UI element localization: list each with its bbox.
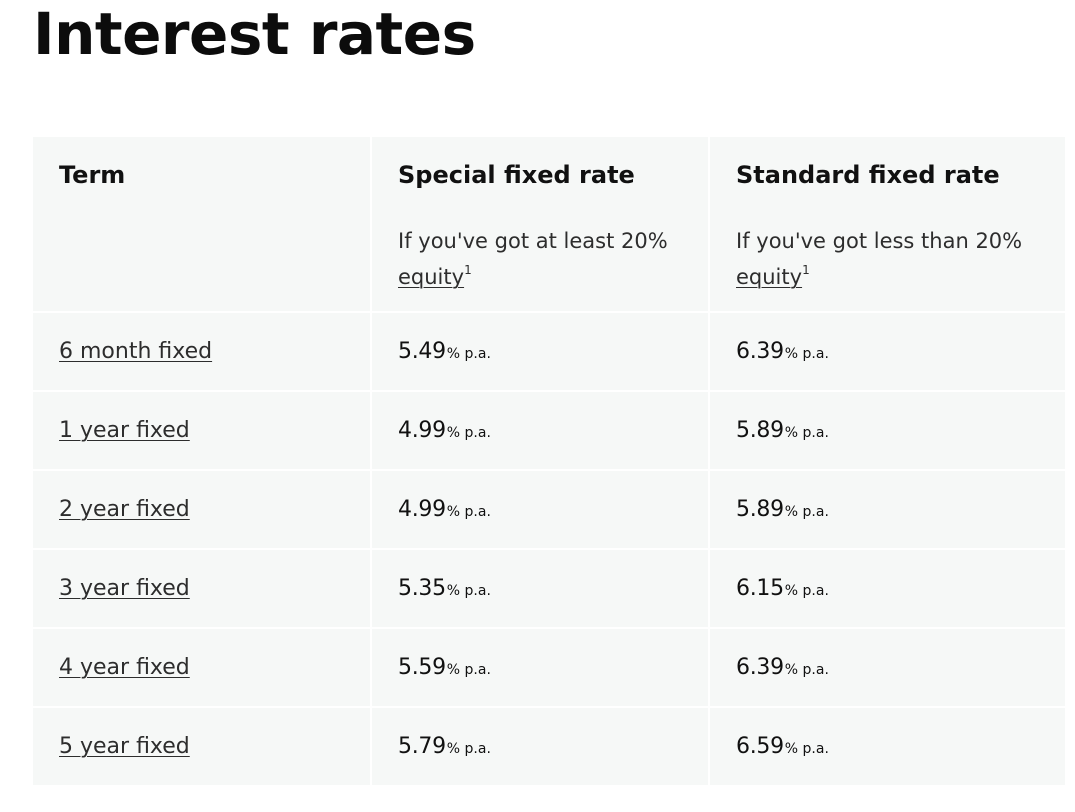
rate-unit: % p.a. (784, 425, 829, 441)
term-cell: 6 month fixed (33, 311, 372, 392)
term-link-2-year[interactable]: 2 year fixed (59, 497, 190, 522)
rate-value: 5.89 (736, 497, 784, 522)
standard-rate-cell: 6.59% p.a. (708, 706, 1065, 787)
standard-rate-cell: 6.39% p.a. (708, 627, 1065, 708)
term-cell: 2 year fixed (33, 469, 372, 550)
standard-rate-cell: 6.39% p.a. (708, 311, 1065, 392)
rate-value: 5.89 (736, 418, 784, 443)
rate-unit: % p.a. (784, 346, 829, 362)
footnote-marker-standard: 1 (802, 263, 810, 277)
special-rate-note: If you've got at least 20% equity1 (398, 223, 688, 295)
table-row: 3 year fixed 5.35% p.a. 6.15% p.a. (33, 548, 1065, 629)
rate-unit: % p.a. (784, 662, 829, 678)
rate-unit: % p.a. (784, 741, 829, 757)
term-link-1-year[interactable]: 1 year fixed (59, 418, 190, 443)
rate-value: 5.49 (398, 339, 446, 364)
special-rate-cell: 5.79% p.a. (370, 706, 710, 787)
header-term: Term (33, 135, 372, 313)
table-body: 6 month fixed 5.49% p.a. 6.39% p.a. 1 ye… (33, 311, 1065, 787)
special-rate-cell: 5.35% p.a. (370, 548, 710, 629)
special-rate-cell: 4.99% p.a. (370, 469, 710, 550)
special-rate-cell: 5.49% p.a. (370, 311, 710, 392)
page-title: Interest rates (33, 0, 476, 68)
table-header: Term Special fixed rate If you've got at… (33, 135, 1065, 313)
standard-rate-note: If you've got less than 20% equity1 (736, 223, 1026, 295)
term-cell: 1 year fixed (33, 390, 372, 471)
table-row: 4 year fixed 5.59% p.a. 6.39% p.a. (33, 627, 1065, 708)
term-cell: 3 year fixed (33, 548, 372, 629)
rate-value: 6.59 (736, 734, 784, 759)
table-row: 6 month fixed 5.49% p.a. 6.39% p.a. (33, 311, 1065, 392)
standard-rate-note-text: If you've got less than 20% (736, 229, 1023, 253)
rate-unit: % p.a. (446, 504, 491, 520)
table-row: 2 year fixed 4.99% p.a. 5.89% p.a. (33, 469, 1065, 550)
column-heading-term: Term (59, 161, 126, 189)
standard-rate-cell: 6.15% p.a. (708, 548, 1065, 629)
rate-unit: % p.a. (446, 346, 491, 362)
rate-unit: % p.a. (784, 583, 829, 599)
column-heading-special-fixed-rate: Special fixed rate (398, 161, 635, 189)
term-cell: 5 year fixed (33, 706, 372, 787)
rate-unit: % p.a. (784, 504, 829, 520)
rate-unit: % p.a. (446, 425, 491, 441)
interest-rates-table: Term Special fixed rate If you've got at… (33, 135, 1065, 787)
table-row: 5 year fixed 5.79% p.a. 6.59% p.a. (33, 706, 1065, 787)
rate-value: 6.39 (736, 339, 784, 364)
term-cell: 4 year fixed (33, 627, 372, 708)
standard-rate-cell: 5.89% p.a. (708, 390, 1065, 471)
rate-value: 4.99 (398, 497, 446, 522)
term-link-6-month[interactable]: 6 month fixed (59, 339, 213, 364)
rate-value: 6.15 (736, 576, 784, 601)
header-special-fixed-rate: Special fixed rate If you've got at leas… (370, 135, 710, 313)
term-link-5-year[interactable]: 5 year fixed (59, 734, 190, 759)
standard-rate-cell: 5.89% p.a. (708, 469, 1065, 550)
special-rate-note-text: If you've got at least 20% (398, 229, 668, 253)
footnote-marker-special: 1 (464, 263, 472, 277)
header-row: Term Special fixed rate If you've got at… (33, 135, 1065, 313)
rate-unit: % p.a. (446, 583, 491, 599)
term-link-3-year[interactable]: 3 year fixed (59, 576, 190, 601)
rate-value: 5.79 (398, 734, 446, 759)
rate-value: 5.59 (398, 655, 446, 680)
special-rate-cell: 4.99% p.a. (370, 390, 710, 471)
rate-value: 4.99 (398, 418, 446, 443)
equity-link-standard[interactable]: equity (736, 265, 803, 289)
equity-link-special[interactable]: equity (398, 265, 465, 289)
term-link-4-year[interactable]: 4 year fixed (59, 655, 190, 680)
column-heading-standard-fixed-rate: Standard fixed rate (736, 161, 1000, 189)
special-rate-cell: 5.59% p.a. (370, 627, 710, 708)
header-standard-fixed-rate: Standard fixed rate If you've got less t… (708, 135, 1065, 313)
rate-unit: % p.a. (446, 741, 491, 757)
rate-unit: % p.a. (446, 662, 491, 678)
rate-value: 6.39 (736, 655, 784, 680)
table-row: 1 year fixed 4.99% p.a. 5.89% p.a. (33, 390, 1065, 471)
rate-value: 5.35 (398, 576, 446, 601)
